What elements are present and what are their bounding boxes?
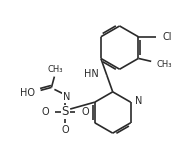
Text: CH₃: CH₃ <box>48 65 63 74</box>
Text: N: N <box>63 92 70 102</box>
Text: HN: HN <box>84 69 99 79</box>
Text: O: O <box>61 125 69 135</box>
Text: Cl: Cl <box>162 32 171 42</box>
Text: S: S <box>61 105 69 118</box>
Text: HO: HO <box>20 88 35 98</box>
Text: O: O <box>81 107 89 117</box>
Text: N: N <box>135 96 142 106</box>
Text: CH₃: CH₃ <box>156 60 172 69</box>
Text: O: O <box>42 107 49 117</box>
